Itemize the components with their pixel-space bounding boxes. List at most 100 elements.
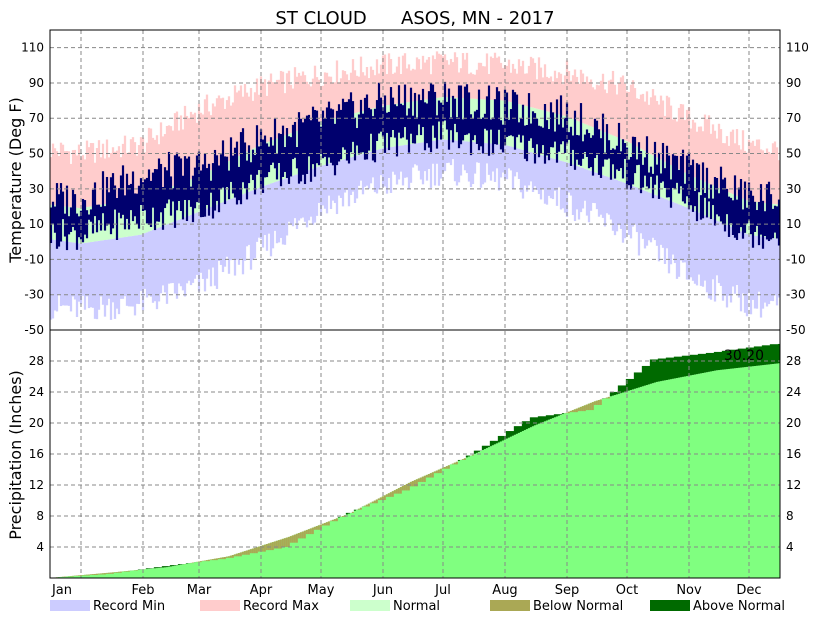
record-min-bar [759,236,763,318]
record-max-bar [189,111,193,180]
normal-precip-bar [313,526,317,578]
observed-temp-bar [215,155,219,201]
below-normal-bar [443,467,447,469]
record-max-bar [305,81,309,128]
record-min-bar [205,208,209,279]
above-normal-bar [165,566,169,568]
record-max-bar [627,91,631,143]
record-min-bar [533,153,537,187]
observed-temp-bar [281,125,285,177]
record-max-bar [265,95,269,143]
record-max-bar [343,71,347,116]
record-min-bar [185,216,189,284]
record-max-bar [623,83,627,141]
observed-temp-bar [247,145,251,184]
record-max-bar [527,65,531,107]
record-max-bar [359,56,363,112]
below-normal-bar [247,549,251,555]
precip-total-label: 30.20 [724,348,764,364]
record-min-bar [501,144,505,173]
normal-precip-bar [119,571,123,578]
normal-precip-bar [211,559,215,578]
record-max-bar [481,66,485,100]
legend-label: Below Normal [533,599,623,614]
record-max-bar [339,78,343,117]
below-normal-bar [575,408,579,413]
observed-temp-bar [685,155,689,197]
record-min-bar [749,234,753,315]
normal-precip-bar [745,366,749,578]
observed-temp-bar [717,193,721,217]
record-min-bar [659,197,663,245]
record-max-bar [137,145,141,198]
normal-precip-bar [475,452,479,578]
record-max-bar [701,131,705,181]
record-max-bar [247,96,251,151]
observed-temp-bar [157,158,161,222]
observed-temp-bar [373,108,377,163]
record-max-bar [159,122,163,191]
observed-temp-bar [163,167,167,209]
observed-temp-bar [585,129,589,157]
record-max-bar [141,137,145,197]
below-normal-bar [235,553,239,557]
record-min-bar [371,151,375,178]
observed-temp-bar [739,178,743,228]
record-max-bar [405,68,409,103]
observed-temp-bar [131,171,135,222]
record-max-bar [171,130,175,186]
record-max-bar [443,54,447,98]
legend-swatch [350,600,390,611]
record-min-bar [589,170,593,211]
record-max-bar [539,67,543,110]
normal-precip-bar [63,576,67,578]
below-normal-bar [197,561,201,563]
record-min-bar [677,204,681,277]
normal-precip-bar [147,568,151,578]
normal-precip-bar [59,576,63,578]
record-max-bar [369,66,373,109]
record-min-bar [225,200,229,257]
above-normal-bar [631,378,635,390]
above-normal-bar [179,564,183,565]
record-min-bar [593,172,597,204]
observed-temp-bar [189,186,193,207]
normal-bar [679,170,683,206]
record-max-bar [745,152,749,201]
above-normal-bar [171,565,175,567]
normal-precip-bar [357,508,361,578]
observed-temp-bar [485,96,489,131]
above-normal-bar [757,346,761,366]
below-normal-bar [111,572,115,574]
record-min-bar [727,225,731,296]
below-normal-bar [431,472,435,478]
normal-precip-bar [369,502,373,578]
record-min-bar [65,241,69,306]
record-max-bar [317,79,321,123]
normal-precip-bar [751,366,755,578]
above-normal-bar [647,365,651,385]
above-normal-bar [733,349,737,369]
record-max-bar [439,54,443,98]
above-normal-bar [743,348,747,368]
record-min-bar [547,157,551,196]
normal-precip-bar [459,460,463,578]
record-min-bar [171,222,175,284]
record-min-bar [437,140,441,186]
precip-tick-label-right: 8 [786,509,794,523]
below-normal-bar [427,474,431,478]
record-max-bar [621,75,625,140]
month-label: Mar [187,583,212,598]
normal-precip-bar [107,572,111,578]
record-min-bar [257,187,261,238]
observed-temp-bar [159,163,163,213]
record-min-bar [131,235,135,307]
below-normal-bar [413,480,417,487]
below-normal-bar [205,560,209,562]
record-min-bar [555,159,559,206]
normal-precip-bar [761,365,765,578]
observed-temp-bar [451,95,455,143]
observed-temp-bar [67,216,71,235]
normal-precip-bar [769,364,773,578]
observed-temp-bar [481,117,485,154]
